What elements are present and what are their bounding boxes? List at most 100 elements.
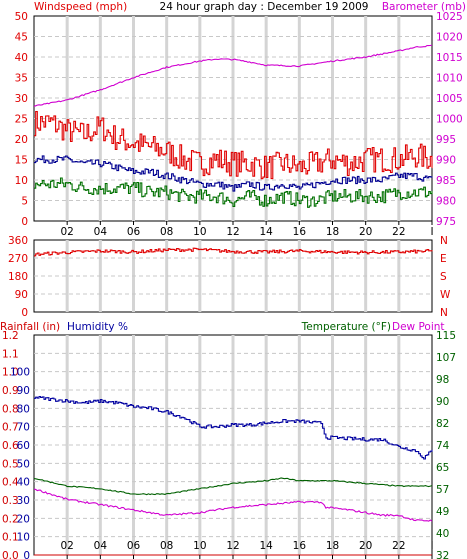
x-tick-label: 20 [359, 226, 372, 238]
humidity-line [34, 395, 433, 460]
x-tick-label: 06 [127, 226, 141, 238]
humidity-axis-ticks: 0 10 20 30 40 50 60 70 80 90 100 [10, 367, 30, 559]
x-axis-ticks: 02 04 06 08 10 12 14 16 18 20 22 I [60, 540, 434, 559]
grid-lines [34, 335, 432, 555]
temperature-tick-label: 57 [436, 484, 449, 496]
humidity-tick-label: 70 [17, 422, 30, 434]
humidity-tick-label: 100 [10, 367, 30, 379]
compass-tick-label: S [440, 271, 447, 283]
temperature-tick-label: 98 [436, 374, 449, 386]
wind-tick-label: 35 [15, 73, 28, 85]
compass-tick-label: N [440, 307, 448, 319]
rain-tick-label: 0.1 [2, 532, 19, 544]
temperature-tick-label: 107 [436, 352, 456, 364]
baro-line [33, 44, 433, 107]
rain-tick-label: 0.5 [2, 458, 19, 470]
series-lines [34, 247, 433, 257]
degree-tick-label: 180 [8, 271, 28, 283]
baro-tick-label: 1010 [436, 73, 463, 85]
compass-tick-label: N [440, 235, 448, 247]
humidity-tick-label: 40 [17, 477, 30, 489]
degree-tick-label: 90 [15, 289, 28, 301]
degree-tick-label: 360 [8, 235, 28, 247]
degree-axis-ticks: 0 90 180 270 360 [8, 235, 28, 319]
baro-axis-label: Barometer (mb) [382, 1, 466, 13]
temperature-tick-label: 74 [436, 440, 450, 452]
rain-axis-ticks: 0.0 0.1 0.2 0.3 0.4 0.5 0.6 0.7 0.8 0.9 1.0 1.1 1.2 [2, 330, 19, 559]
humidity-tick-label: 0 [23, 550, 30, 559]
baro-tick-label: 1015 [436, 52, 463, 64]
x-tick-label: 18 [326, 540, 339, 552]
humidity-tick-label: 30 [17, 495, 30, 507]
wind-tick-label: 40 [15, 52, 28, 64]
x-tick-label: 22 [392, 226, 405, 238]
x-tick-label: 04 [94, 540, 108, 552]
wind-axis-ticks: 0 5 10 15 20 25 30 35 40 45 50 [15, 11, 28, 228]
dewpoint-axis-label: Dew Point [392, 321, 445, 333]
wind-axis-label: Windspeed (mph) [34, 1, 127, 13]
baro-axis-ticks: 975 980 985 990 995 1000 1005 1010 1015 1020 1025 [436, 11, 463, 228]
x-tick-label: 12 [226, 540, 239, 552]
degree-tick-label: 270 [8, 253, 28, 265]
rainfall-axis-label: Rainfall (in) [0, 321, 60, 333]
x-axis-ticks: 02 04 06 08 10 12 14 16 18 20 22 I [60, 221, 434, 238]
humidity-tick-label: 60 [17, 440, 30, 452]
wind-tick-label: 0 [21, 216, 28, 228]
rain-tick-label: 0.8 [2, 403, 19, 415]
avg-line [34, 155, 433, 192]
temperature-tick-label: 40 [436, 528, 449, 540]
humidity-temperature-panel: 0.00.10.20.30.40.50.60.70.80.91.01.11.2 … [0, 321, 456, 559]
humidity-tick-label: 50 [17, 458, 30, 470]
baro-tick-label: 1020 [436, 32, 463, 44]
rain-tick-label: 0.9 [2, 385, 19, 397]
rain-tick-label: 1.0 [2, 367, 19, 379]
temperature-tick-label: 115 [436, 330, 456, 342]
dewpoint-line [33, 488, 433, 522]
humidity-tick-label: 90 [17, 385, 30, 397]
temperature-axis-label: Temperature (°F) [301, 321, 391, 333]
gust-line [34, 111, 433, 180]
wind-tick-label: 20 [15, 134, 28, 146]
x-tick-label: 02 [60, 540, 73, 552]
baro-tick-label: 990 [436, 155, 456, 167]
rain-tick-label: 1.1 [2, 348, 19, 360]
humidity-axis-label: Humidity % [67, 321, 128, 333]
x-tick-label: 12 [226, 226, 239, 238]
x-tick-label: 02 [60, 226, 73, 238]
humidity-tick-label: 20 [17, 513, 30, 525]
temperature-line [33, 477, 433, 496]
rain-tick-label: 1.2 [2, 330, 19, 342]
compass-tick-label: W [440, 289, 451, 301]
wind-tick-label: 50 [15, 11, 28, 23]
x-tick-label: 16 [293, 226, 307, 238]
wind-tick-label: 25 [15, 114, 28, 126]
baro-tick-label: 1025 [436, 11, 463, 23]
x-tick-label: I [430, 540, 433, 552]
rain-tick-label: 0.6 [2, 440, 19, 452]
low-line [34, 177, 433, 208]
direction-line [34, 247, 433, 257]
x-tick-label: 16 [293, 540, 307, 552]
rain-tick-label: 0.7 [2, 422, 19, 434]
baro-tick-label: 975 [436, 216, 456, 228]
wind-tick-label: 5 [21, 196, 28, 208]
x-tick-label: 08 [160, 226, 173, 238]
temperature-tick-label: 90 [436, 396, 449, 408]
rain-tick-label: 0.2 [2, 513, 19, 525]
x-tick-label: 22 [392, 540, 405, 552]
temperature-tick-label: 82 [436, 418, 449, 430]
x-tick-label: 20 [359, 540, 372, 552]
x-tick-label: I [430, 226, 433, 238]
rain-tick-label: 0.4 [2, 477, 19, 489]
compass-tick-label: E [440, 253, 447, 265]
wind-tick-label: 10 [15, 175, 28, 187]
x-tick-label: 08 [160, 540, 173, 552]
x-tick-label: 14 [259, 540, 273, 552]
temperature-tick-label: 32 [436, 550, 449, 559]
baro-tick-label: 985 [436, 175, 456, 187]
baro-tick-label: 1000 [436, 114, 463, 126]
baro-tick-label: 995 [436, 134, 456, 146]
